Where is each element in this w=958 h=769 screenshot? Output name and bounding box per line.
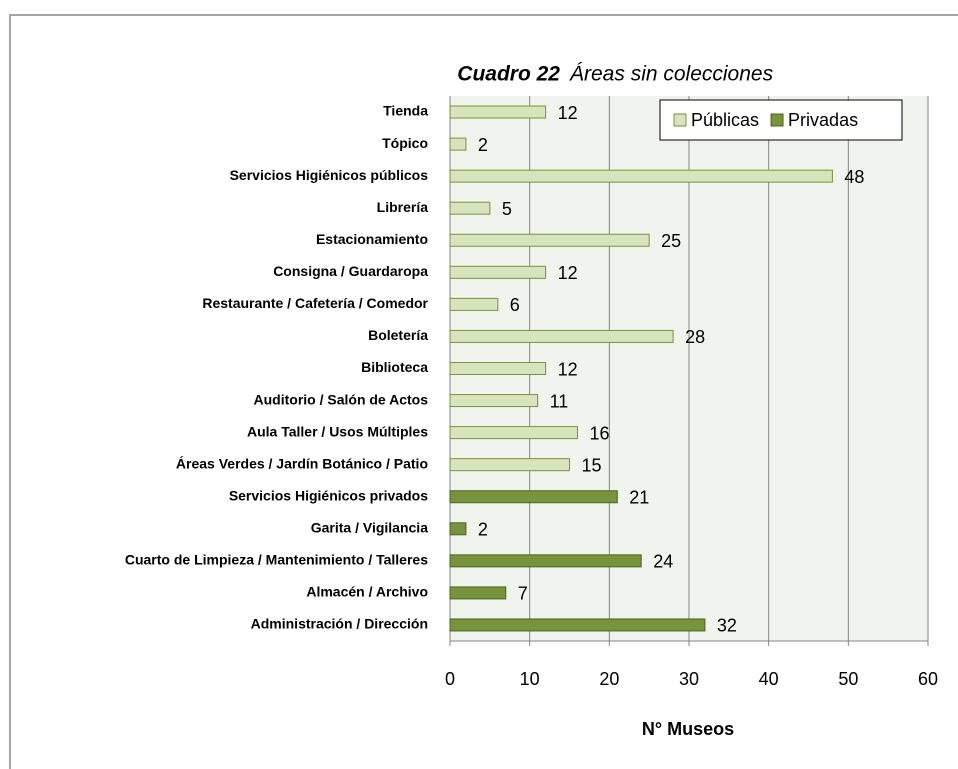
y-tick-label: Auditorio / Salón de Actos — [254, 391, 429, 407]
x-tick-label: 0 — [445, 669, 455, 689]
y-tick-label: Servicios Higiénicos privados — [229, 487, 428, 503]
y-tick-label: Tópico — [382, 135, 428, 151]
y-tick-label: Consigna / Guardaropa — [273, 263, 428, 279]
x-tick-label: 60 — [918, 669, 938, 689]
y-tick-label: Boletería — [368, 327, 428, 343]
data-label: 24 — [653, 552, 673, 572]
data-label: 15 — [582, 455, 602, 475]
data-label: 2 — [478, 520, 488, 540]
y-tick-label: Áreas Verdes / Jardín Botánico / Patio — [176, 455, 428, 471]
data-label: 32 — [717, 616, 737, 636]
y-tick-label: Librería — [377, 199, 429, 215]
bar — [449, 297, 499, 311]
data-label: 7 — [518, 584, 528, 604]
data-label: 16 — [589, 423, 609, 443]
y-tick-label: Servicios Higiénicos públicos — [230, 167, 429, 183]
x-tick-label: 20 — [599, 669, 619, 689]
legend-swatch — [770, 113, 784, 127]
data-label: 25 — [661, 231, 681, 251]
data-label: 48 — [844, 167, 864, 187]
bar — [449, 329, 674, 343]
data-label: 12 — [558, 263, 578, 283]
bar — [449, 137, 467, 151]
x-axis-label: N° Museos — [642, 719, 734, 739]
bar — [449, 233, 650, 247]
bar — [449, 586, 507, 600]
x-tick-label: 10 — [520, 669, 540, 689]
legend-swatch — [673, 113, 687, 127]
bar — [449, 362, 547, 375]
legend-label: Públicas — [691, 110, 759, 130]
y-tick-label: Estacionamiento — [316, 231, 428, 247]
data-label: 21 — [629, 487, 649, 507]
bar — [449, 201, 491, 215]
x-tick-label: 50 — [838, 669, 858, 689]
bar — [449, 426, 578, 440]
data-label: 12 — [558, 103, 578, 123]
chart-subtitle: Áreas sin colecciones — [569, 63, 774, 86]
bar — [449, 458, 570, 472]
y-tick-label: Tienda — [383, 103, 428, 119]
x-tick-label: 40 — [759, 669, 779, 689]
y-tick-label: Administración / Dirección — [251, 616, 428, 632]
bar — [449, 169, 833, 183]
bar — [449, 394, 539, 408]
y-tick-label: Garita / Vigilancia — [311, 519, 428, 535]
y-tick-label: Biblioteca — [361, 359, 428, 375]
legend-label: Privadas — [788, 110, 858, 130]
y-tick-label: Restaurante / Cafetería / Comedor — [202, 295, 428, 311]
data-label: 6 — [510, 295, 520, 315]
bar — [449, 105, 547, 119]
bar — [449, 490, 618, 504]
bar — [449, 618, 706, 632]
chart-title: Cuadro 22 — [457, 63, 560, 86]
y-tick-label: Cuarto de Limpieza / Mantenimiento / Tal… — [125, 552, 428, 568]
bar — [449, 522, 467, 536]
bar — [449, 554, 642, 568]
data-label: 2 — [478, 135, 488, 155]
data-label: 11 — [550, 391, 569, 411]
x-tick-label: 30 — [679, 669, 699, 689]
bar — [449, 265, 547, 279]
data-label: 28 — [685, 327, 705, 347]
data-label: 5 — [502, 199, 512, 219]
y-tick-label: Almacén / Archivo — [306, 584, 428, 600]
y-tick-label: Aula Taller / Usos Múltiples — [247, 423, 428, 439]
data-label: 12 — [558, 359, 578, 379]
